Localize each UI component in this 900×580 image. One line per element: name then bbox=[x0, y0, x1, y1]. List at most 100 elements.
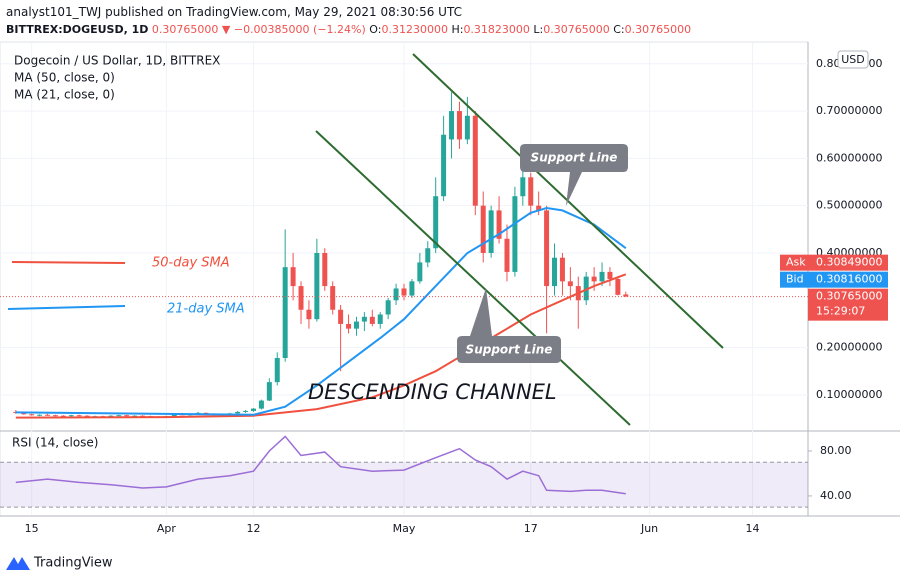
candle-body bbox=[45, 414, 51, 416]
rsi-title: RSI (14, close) bbox=[12, 436, 98, 450]
currency-badge bbox=[837, 50, 869, 69]
publisher-line: analyst101_TWJ published on TradingView.… bbox=[6, 3, 691, 21]
x-tick-label: May bbox=[393, 522, 416, 535]
candle-body bbox=[330, 286, 336, 310]
y-tick-label: 0.20000000 bbox=[816, 341, 882, 354]
candle-body bbox=[441, 134, 447, 197]
annotation: 50-day SMA bbox=[152, 256, 230, 271]
candle-body bbox=[37, 414, 43, 416]
candle-body bbox=[306, 309, 312, 320]
ohlc-value: 0.31823000 bbox=[463, 23, 530, 36]
x-tick-label: 15 bbox=[25, 522, 39, 535]
candle-body bbox=[369, 316, 375, 324]
y-tick-label: 0.50000000 bbox=[816, 199, 882, 212]
candle-body bbox=[132, 415, 138, 417]
annotation: Support Line bbox=[466, 343, 553, 357]
candle-body bbox=[235, 411, 241, 414]
y-tick-label: 0.70000000 bbox=[816, 104, 882, 117]
ohlc-value: 0.31230000 bbox=[381, 23, 448, 36]
candle-body bbox=[68, 415, 74, 417]
candle-body bbox=[615, 278, 621, 295]
candle-body bbox=[116, 415, 122, 417]
chart-title: Dogecoin / US Dollar, 1D, BITTREX bbox=[14, 54, 220, 68]
x-tick-label: Apr bbox=[157, 522, 177, 535]
candle-body bbox=[108, 415, 114, 417]
candle-body bbox=[559, 257, 565, 282]
ohlc-l: L: bbox=[533, 23, 544, 36]
footer: TradingView bbox=[33, 556, 113, 571]
change: ▼ −0.00385000 (−1.24%) bbox=[221, 23, 366, 36]
candle-body bbox=[314, 252, 320, 320]
symbol: BITTREX:DOGEUSD, 1D bbox=[6, 23, 149, 36]
rsi-line bbox=[15, 435, 626, 495]
candle-body bbox=[84, 415, 90, 417]
grid bbox=[0, 42, 812, 515]
candle-body bbox=[282, 267, 288, 358]
sma-legend-line bbox=[7, 305, 126, 310]
candle-body bbox=[449, 111, 455, 140]
price-tag bbox=[808, 288, 888, 321]
price-tag-name: Bid bbox=[786, 273, 804, 286]
candle-body bbox=[401, 288, 407, 296]
candle-body bbox=[488, 210, 494, 253]
candle-body bbox=[504, 238, 510, 272]
rsi-band bbox=[0, 462, 808, 508]
currency: USD bbox=[841, 53, 865, 66]
ohlc-o: O: bbox=[369, 23, 382, 36]
trend-line bbox=[315, 130, 631, 426]
candle-body bbox=[353, 321, 359, 329]
candle-body bbox=[536, 205, 542, 211]
candle-body bbox=[607, 271, 613, 279]
candle-body bbox=[496, 210, 502, 239]
candle-body bbox=[377, 314, 383, 324]
annotation: 21-day SMA bbox=[167, 302, 245, 317]
logo-icon bbox=[6, 557, 30, 570]
candle-body bbox=[124, 415, 130, 417]
logo: TradingView bbox=[6, 556, 113, 571]
candle-body bbox=[433, 196, 439, 249]
y-tick-label: 0.10000000 bbox=[816, 388, 882, 401]
candle-body bbox=[250, 408, 256, 411]
candle-body bbox=[417, 262, 423, 282]
ohlc-h: H: bbox=[451, 23, 464, 36]
price-tag-label: 0.30849000 bbox=[816, 256, 882, 269]
callout bbox=[457, 288, 561, 363]
quote-line: BITTREX:DOGEUSD, 1D 0.30765000 ▼ −0.0038… bbox=[6, 21, 691, 39]
candle-body bbox=[393, 288, 399, 301]
candle-body bbox=[472, 115, 478, 206]
ohlc-c: C: bbox=[613, 23, 625, 36]
candle-body bbox=[21, 412, 27, 415]
y-tick-label: 80.00 bbox=[820, 444, 852, 457]
candle-body bbox=[456, 111, 462, 140]
candle-body bbox=[623, 294, 629, 297]
price-tag bbox=[780, 254, 888, 271]
ohlc-value: 0.30765000 bbox=[543, 23, 610, 36]
legend-entry: MA (50, close, 0) bbox=[14, 71, 115, 85]
candle-body bbox=[361, 316, 367, 322]
x-tick-label: 12 bbox=[246, 522, 260, 535]
header: analyst101_TWJ published on TradingView.… bbox=[6, 3, 691, 39]
candle-body bbox=[322, 252, 328, 287]
candle-body bbox=[290, 267, 296, 287]
ohlc-value: 0.30765000 bbox=[624, 23, 692, 36]
y-tick-label: 0.60000000 bbox=[816, 151, 882, 164]
candle-body bbox=[171, 414, 177, 417]
candle-body bbox=[338, 309, 344, 324]
last-price: 0.30765000 bbox=[151, 23, 219, 36]
candle-body bbox=[409, 281, 415, 296]
annotation: Support Line bbox=[531, 151, 618, 165]
price-tag bbox=[780, 271, 888, 288]
candle-body bbox=[298, 286, 304, 310]
legend-entry: MA (21, close, 0) bbox=[14, 88, 115, 102]
candle-body bbox=[60, 415, 66, 417]
x-tick-label: Jun bbox=[640, 522, 658, 535]
candle-body bbox=[567, 281, 573, 287]
publisher: analyst101_TWJ published on TradingView.… bbox=[6, 5, 462, 19]
candle-body bbox=[52, 415, 58, 417]
candle-body bbox=[464, 115, 470, 140]
x-tick-label: 17 bbox=[524, 522, 538, 535]
candle-body bbox=[258, 400, 264, 409]
candle-body bbox=[425, 248, 431, 263]
